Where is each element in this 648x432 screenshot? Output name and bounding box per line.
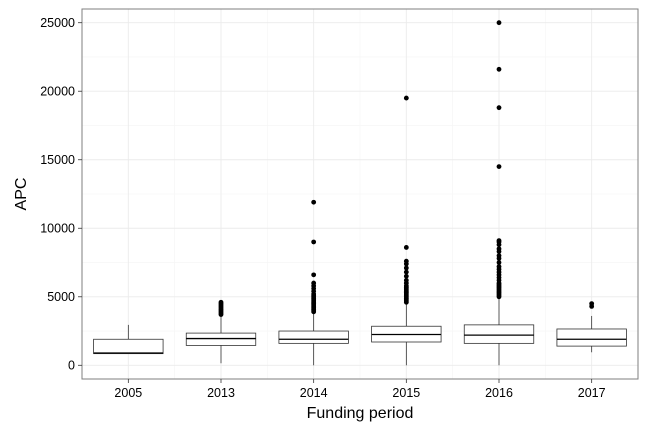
- box-iqr: [93, 338, 164, 355]
- outlier-point: [496, 246, 502, 252]
- x-tick-label: 2015: [392, 386, 420, 400]
- grid: [82, 9, 638, 379]
- outlier-point: [496, 66, 502, 72]
- outlier-point: [311, 280, 317, 286]
- y-tick-label: 15000: [40, 153, 75, 167]
- x-tick-label: 2014: [300, 386, 328, 400]
- box-iqr: [185, 332, 257, 346]
- y-tick-label: 25000: [40, 16, 75, 30]
- outlier-point: [403, 95, 409, 101]
- outlier-point: [403, 269, 409, 275]
- x-tick-label: 2017: [578, 386, 606, 400]
- box-iqr: [278, 330, 349, 344]
- outlier-point: [403, 258, 409, 264]
- outlier-point: [496, 105, 502, 111]
- outlier-point: [403, 245, 409, 250]
- boxes: [93, 20, 627, 366]
- box-2015: [371, 95, 442, 366]
- box-iqr: [463, 324, 535, 344]
- y-tick-label: 10000: [40, 222, 75, 236]
- box-2016: [463, 20, 535, 366]
- outlier-point: [311, 239, 317, 245]
- box-2014: [278, 199, 349, 366]
- y-tick-label: 20000: [40, 85, 75, 99]
- y-tick-label: 0: [68, 359, 75, 373]
- x-axis-title: Funding period: [307, 405, 414, 422]
- outlier-point: [496, 20, 502, 26]
- outlier-point: [496, 238, 502, 243]
- outlier-point: [403, 265, 409, 271]
- outlier-point: [311, 272, 317, 278]
- x-tick-label: 2013: [207, 386, 235, 400]
- outlier-point: [496, 260, 502, 265]
- box-2005: [93, 324, 164, 355]
- axes: 0 5000 10000 15000 20000 25000 2005 2013 2014 201…: [40, 16, 605, 400]
- outlier-point: [589, 301, 595, 307]
- panel-border: [81, 8, 639, 380]
- box-2013: [185, 299, 257, 364]
- y-axis-title: APC: [13, 178, 30, 211]
- outlier-point: [218, 299, 224, 305]
- outlier-point: [496, 164, 502, 169]
- box-iqr: [556, 328, 627, 347]
- outlier-point: [403, 273, 409, 279]
- outlier-point: [311, 199, 317, 205]
- outlier-point: [496, 264, 502, 270]
- outlier-point: [496, 253, 502, 259]
- x-tick-label: 2016: [485, 386, 513, 400]
- outlier-point: [403, 277, 409, 283]
- x-tick-label: 2005: [114, 386, 142, 400]
- y-tick-label: 5000: [47, 290, 75, 304]
- box-2017: [556, 301, 627, 353]
